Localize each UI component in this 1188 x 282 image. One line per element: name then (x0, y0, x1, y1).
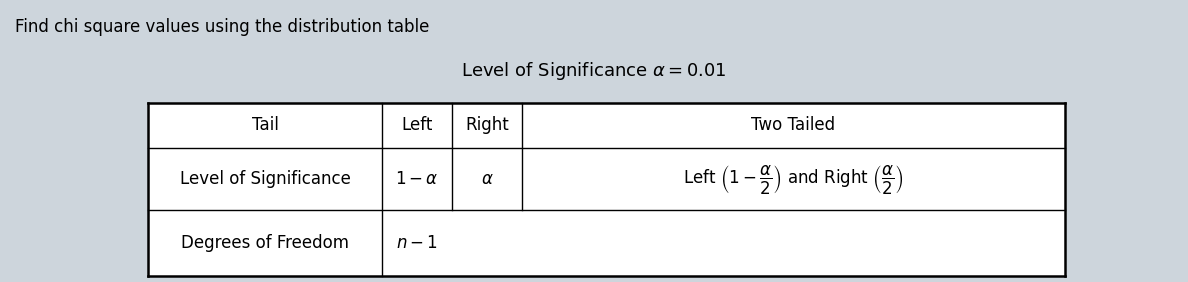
Text: Tail: Tail (252, 116, 278, 135)
Text: Right: Right (466, 116, 508, 135)
Text: Degrees of Freedom: Degrees of Freedom (181, 234, 349, 252)
Text: $\alpha$: $\alpha$ (481, 170, 493, 188)
Text: $n - 1$: $n - 1$ (396, 234, 438, 252)
Text: Two Tailed: Two Tailed (752, 116, 835, 135)
Text: $1 - \alpha$: $1 - \alpha$ (396, 170, 438, 188)
Text: Level of Significance: Level of Significance (179, 170, 350, 188)
Text: Left: Left (402, 116, 432, 135)
Bar (148, 103, 1064, 276)
Text: Level of Significance $\alpha = 0.01$: Level of Significance $\alpha = 0.01$ (461, 60, 727, 82)
Text: Find chi square values using the distribution table: Find chi square values using the distrib… (15, 18, 429, 36)
Text: Left $\left(1 - \dfrac{\alpha}{2}\right)$ and Right $\left(\dfrac{\alpha}{2}\rig: Left $\left(1 - \dfrac{\alpha}{2}\right)… (683, 162, 904, 195)
